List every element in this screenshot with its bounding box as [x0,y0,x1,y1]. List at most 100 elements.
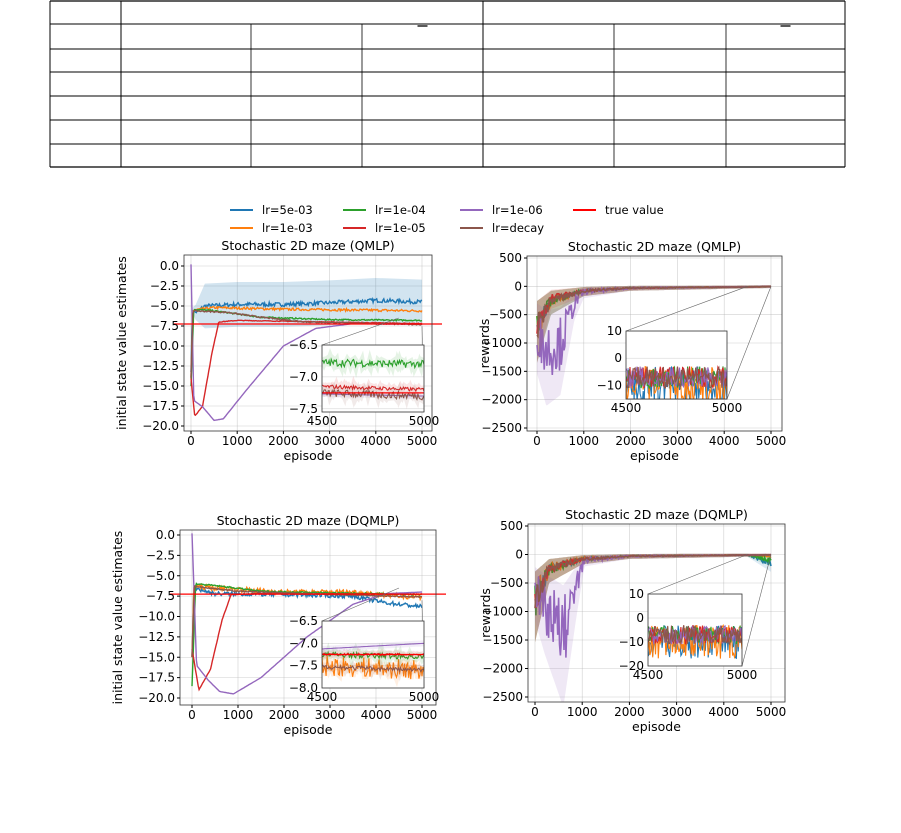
y-tick-label: −15.0 [138,650,175,664]
x-tick-label: 3000 [315,708,346,722]
y-tick-label: 0.0 [160,259,179,273]
confidence-band [537,285,771,363]
inset-y-tick-label: −7.0 [289,370,318,384]
y-tick-label: 500 [499,251,522,265]
inset-line-lr=1e-06 [626,365,727,389]
y-tick-label: −7.5 [150,319,179,333]
inset-y-tick-label: −7.5 [289,402,318,416]
x-tick-label: 2000 [268,434,299,448]
y-tick-label: −17.5 [138,671,175,685]
confidence-band [537,285,771,363]
inset-line-lr=1e-06 [322,642,424,650]
legend-label: lr=5e-03 [262,203,313,217]
inset-chart: 4500 5000 10 0 −10 −20 [619,554,772,682]
chart-title: Stochastic 2D maze (DQMLP) [217,513,400,528]
x-tick-label: 1000 [569,434,600,448]
zoom-connector [647,554,748,595]
legend-entry: true value [573,203,664,217]
y-tick-label: −20.0 [138,691,175,705]
x-tick-label: 3000 [661,705,692,719]
x-tick-label: 3000 [314,434,345,448]
inset-area [322,345,424,412]
inset-x-tick-label: 5000 [409,414,440,428]
x-tick-label: 4000 [709,705,740,719]
inset-x-tick-label: 4500 [633,668,664,682]
legend-label: lr=1e-05 [375,221,426,235]
legend-label: true value [605,203,664,217]
chart-1: 0 1000 2000 3000 4000 5000 0.0 −2.5 −5.0 −7.5 −10.… [114,238,442,463]
y-tick-label: −7.5 [146,589,175,603]
inset-chart: 4500 5000 10 0 −10 [597,286,772,415]
inset-frame [321,344,425,413]
inset-x-tick-label: 4500 [611,401,642,415]
legend: lr=5e-03 lr=1e-03 lr=1e-04 lr=1e-05 lr=1e-06… [230,203,664,235]
inset-line-lr=decay [322,388,424,401]
inset-y-tick-label: −7.5 [289,659,318,673]
y-tick-label: −2500 [481,421,522,435]
x-tick-label: 2000 [269,708,300,722]
legend-label: lr=decay [492,221,544,235]
series-group [534,553,772,702]
x-axis-label: episode [632,719,681,734]
y-tick-label: 0 [514,279,522,293]
inset-x-tick-label: 5000 [727,668,758,682]
y-tick-label: −12.5 [142,359,179,373]
series-line-lr=5e-03 [190,296,423,373]
inset-x-tick-label: 5000 [712,401,743,415]
inset-chart: 4500 5000 −6.5 −7.0 −7.5 −8.0 [289,587,440,704]
confidence-band [535,553,771,643]
confidence-band [537,285,771,363]
inset-y-tick-label: −20 [619,659,644,673]
inset-y-tick-label: −6.5 [289,614,318,628]
inset-frame [647,593,743,667]
y-tick-label: −10.0 [142,339,179,353]
inset-series [322,345,424,410]
x-tick-label: 3000 [662,434,693,448]
inset-chart: 4500 5000 −6.5 −7.0 −7.5 [289,317,440,428]
inset-frame [321,620,425,689]
x-tick-label: 1000 [567,705,598,719]
legend-entry: lr=5e-03 [230,203,313,217]
y-tick-label: −2.5 [146,548,175,562]
x-tick-label: 1000 [223,708,254,722]
x-axis-label: episode [284,722,333,737]
inset-y-tick-label: −10 [619,635,644,649]
y-axis-label: initial state value estimates [114,256,129,430]
series-line-lr=decay [536,285,771,339]
x-tick-label: 0 [187,434,195,448]
legend-entry: lr=decay [460,221,544,235]
zoom-connector [321,587,400,622]
axes-frame [183,254,433,432]
y-tick-label: −10.0 [138,610,175,624]
legend-label: lr=1e-04 [375,203,426,217]
inset-line-lr=1e-03 [322,655,424,680]
y-tick-label: 0.0 [156,528,175,542]
zoom-connector [741,554,772,667]
x-tick-label: 0 [188,708,196,722]
y-tick-label: −17.5 [142,399,179,413]
confidence-band [537,285,771,363]
x-tick-label: 5000 [756,705,787,719]
chart-title: Stochastic 2D maze (DQMLP) [565,507,748,522]
y-tick-label: −2500 [482,690,523,704]
y-tick-label: −500 [489,308,522,322]
series-group [536,285,772,406]
y-tick-label: −5.0 [150,299,179,313]
inset-y-tick-label: −7.0 [289,636,318,650]
y-tick-label: −15.0 [142,379,179,393]
inset-x-tick-label: 5000 [409,690,440,704]
x-tick-label: 5000 [407,434,438,448]
y-tick-label: −1000 [481,336,522,350]
y-tick-label: −5.0 [146,569,175,583]
inset-y-tick-label: 0 [636,611,644,625]
inset-series [648,594,742,666]
x-axis-label: episode [630,448,679,463]
confidence-band [535,553,771,643]
inset-line-lr=1e-04 [322,357,424,370]
inset-y-tick-label: 0 [614,351,622,365]
zoom-connector [625,286,748,332]
inset-series [626,331,727,399]
x-tick-label: 0 [531,705,539,719]
inset-line-lr=decay [626,365,727,389]
y-tick-label: −1500 [482,633,523,647]
